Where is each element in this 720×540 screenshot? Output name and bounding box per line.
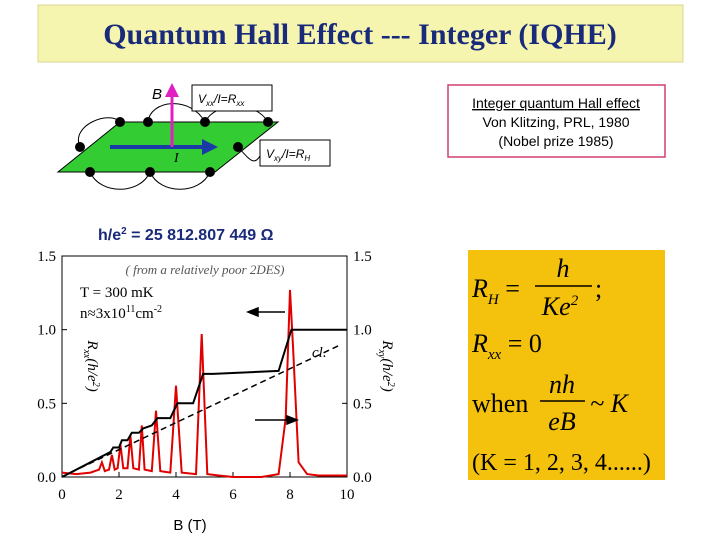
y2-tick-label: 0.0: [353, 470, 372, 486]
x-tick-label: 0: [58, 487, 66, 503]
reference-box: [447, 84, 666, 158]
annotation: n≈3x1011cm-2: [80, 304, 162, 322]
chart: 0 2 4 6 8 100.00.51.01.50.00.51.01.5: [37, 249, 372, 503]
vxy-label: Vxy/I=RH: [266, 147, 310, 163]
svg-text:eB: eB: [548, 407, 576, 436]
x-tick-label: 6: [229, 487, 237, 503]
y2-tick-label: 0.5: [353, 396, 372, 412]
x-tick-label: 8: [286, 487, 294, 503]
y-tick-label: 0.0: [37, 470, 56, 486]
svg-text:RH =: RH =: [471, 274, 520, 308]
title: Quantum Hall Effect --- Integer (IQHE): [103, 18, 617, 51]
vxx-label: Vxx/I=Rxx: [198, 92, 245, 108]
svg-text:~ K: ~ K: [590, 389, 630, 418]
svg-text:Rxx = 0: Rxx = 0: [471, 329, 542, 363]
i-label: I: [173, 151, 180, 166]
arrows: [245, 306, 300, 426]
annotation: cl.: [312, 345, 327, 361]
y-tick-label: 1.0: [37, 323, 56, 339]
x-tick-label: 10: [340, 487, 355, 503]
svg-text:;: ;: [595, 274, 602, 303]
hall-bar: [56, 83, 331, 190]
x-axis-label: B (T): [173, 517, 206, 534]
formula: RH = h Ke2 ; Rxx = 0 when nh eB ~ K (K =…: [471, 254, 651, 476]
annotation: T = 300 mK: [80, 285, 154, 301]
x-tick-label: 4: [172, 487, 180, 503]
y2-tick-label: 1.5: [353, 249, 372, 265]
annotation: ( from a relatively poor 2DES): [126, 262, 285, 277]
svg-text:h: h: [557, 254, 570, 283]
title-box: [37, 4, 684, 63]
constant: h/e2 = 25 812.807 449 Ω: [98, 226, 274, 244]
b-label: B: [152, 86, 162, 103]
svg-text:(K = 1, 2, 3, 4......): (K = 1, 2, 3, 4......): [472, 450, 651, 476]
svg-text:nh: nh: [549, 370, 575, 399]
y-tick-label: 1.5: [37, 249, 56, 265]
data-line: [61, 328, 347, 478]
data-line: [61, 289, 347, 478]
svg-text:Ke2: Ke2: [541, 292, 579, 321]
svg-text:when: when: [472, 389, 528, 418]
reference-title: Integer quantum Hall effect: [472, 95, 640, 111]
plot-frame: [61, 255, 348, 478]
formula-box: [468, 250, 665, 480]
y2-tick-label: 1.0: [353, 323, 372, 339]
reference-line: Von Klitzing, PRL, 1980: [482, 114, 629, 130]
reference-line: (Nobel prize 1985): [498, 133, 613, 149]
y-axis-label: Rxx(h/e2): [81, 339, 101, 391]
y-tick-label: 0.5: [37, 396, 56, 412]
x-tick-label: 2: [115, 487, 123, 503]
y2-axis-label: Rxy(h/e2): [376, 339, 396, 391]
